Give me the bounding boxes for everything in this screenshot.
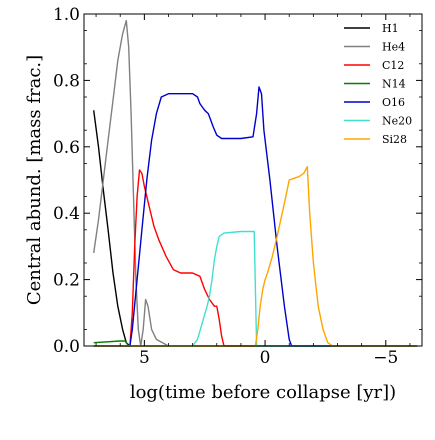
- series-line-si28: [93, 166, 418, 347]
- x-tick-label: −5: [373, 348, 398, 368]
- y-tick-label: 0.2: [53, 271, 80, 291]
- series-line-o16: [93, 86, 418, 347]
- series-line-h1: [93, 110, 131, 347]
- legend-label: H1: [382, 22, 399, 35]
- y-tick-label: 0.0: [53, 337, 80, 357]
- legend-label: Ne20: [382, 115, 412, 128]
- series-line-ne20: [93, 230, 418, 347]
- y-tick-label: 1.0: [53, 5, 80, 25]
- x-axis-label: log(time before collapse [yr]): [130, 382, 396, 403]
- axes-layer: 0.0 0.2 0.4 0.6 0.8 1.0 5 0 −5: [53, 5, 422, 368]
- legend-label: Si28: [382, 133, 407, 146]
- y-tick-label: 0.4: [53, 204, 80, 224]
- legend-label: He4: [382, 41, 405, 54]
- y-axis-label: Central abund. [mass frac.]: [24, 55, 45, 305]
- y-tick-label: 0.6: [53, 138, 80, 158]
- x-tick-label: 5: [139, 348, 150, 368]
- legend: H1 He4 C12 N14 O16 Ne20 Si28: [344, 22, 412, 146]
- x-tick-label: 0: [260, 348, 271, 368]
- series-line-he4: [93, 19, 169, 347]
- legend-label: C12: [382, 59, 404, 72]
- legend-label: N14: [382, 78, 406, 91]
- series-line-c12: [93, 169, 418, 347]
- y-tick-label: 0.8: [53, 71, 80, 91]
- legend-label: O16: [382, 96, 405, 109]
- series-layer: [93, 19, 418, 347]
- plot-frame: [83, 13, 423, 347]
